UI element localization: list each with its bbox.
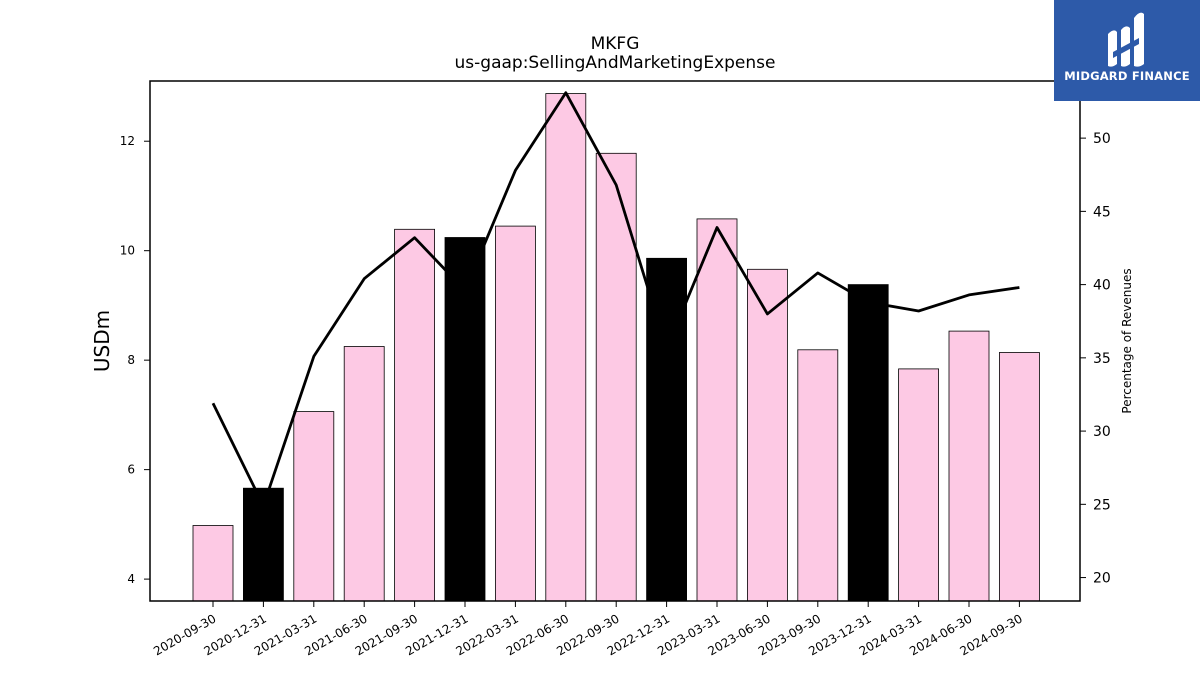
brand-logo: MIDGARD FINANCE (1054, 0, 1200, 101)
bar-2022-06-30 (545, 93, 587, 602)
bar-2023-12-31 (847, 284, 889, 602)
y-tick-label-left: 4 (127, 572, 135, 586)
bar-2023-06-30 (747, 268, 788, 602)
percentage-line (211, 91, 1020, 508)
bar-2023-09-30 (797, 349, 839, 602)
bar-2020-09-30 (192, 525, 234, 602)
y-axis-label-left: USDm (90, 310, 114, 372)
line-series (211, 91, 1020, 508)
bar-2024-09-30 (999, 352, 1040, 602)
y-tick-label-right: 40 (1093, 278, 1111, 294)
logo-text: MIDGARD FINANCE (1064, 69, 1190, 83)
y-axis-label-right: Percentage of Revenues (1120, 268, 1134, 413)
bar-2022-09-30 (595, 152, 637, 602)
y-tick-label-left: 12 (120, 134, 135, 148)
y-axis-right: 20 25 30 35 40 45 50 (1080, 131, 1111, 587)
bar-2021-06-30 (343, 346, 385, 602)
y-tick-label-right: 30 (1093, 424, 1111, 440)
y-tick-label-right: 45 (1093, 204, 1111, 220)
midgard-logo-icon (1108, 12, 1144, 67)
chart-subtitle: us-gaap:SellingAndMarketingExpense (455, 53, 776, 73)
y-tick-label-left: 10 (120, 244, 135, 258)
x-axis: 2020-09-302020-12-312021-03-312021-06-30… (151, 601, 1025, 658)
bar-2022-12-31 (646, 257, 687, 602)
bar-2022-03-31 (494, 225, 536, 602)
bar-series (192, 93, 1040, 602)
y-tick-label-left: 6 (127, 463, 135, 477)
bar-2021-03-31 (293, 411, 335, 602)
y-tick-label-right: 20 (1093, 571, 1111, 587)
y-tick-label-right: 35 (1093, 351, 1111, 367)
bar-2023-03-31 (696, 218, 738, 602)
bar-2021-09-30 (394, 228, 436, 602)
bar-2021-12-31 (444, 237, 486, 602)
y-axis-left: 4 6 8 10 12 (120, 134, 150, 586)
y-tick-label-right: 50 (1093, 131, 1111, 147)
plot-frame (149, 80, 1081, 602)
bar-2024-03-31 (898, 368, 939, 602)
bar-2024-06-30 (948, 330, 990, 602)
y-tick-label-left: 8 (127, 353, 135, 367)
y-tick-label-right: 25 (1093, 497, 1111, 513)
chart-title: MKFG (591, 34, 640, 54)
